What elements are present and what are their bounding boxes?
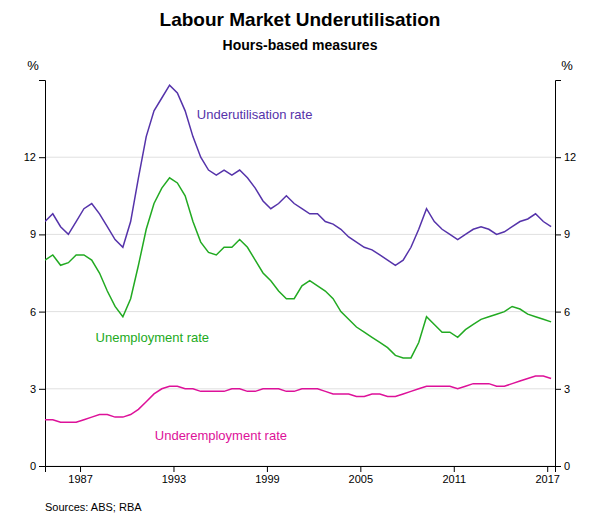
annotations: Underutilisation rate Unemployment rate Un… bbox=[96, 107, 313, 444]
tick-label: 0 bbox=[30, 460, 36, 472]
plot-area bbox=[45, 85, 551, 422]
tick-mark bbox=[173, 466, 174, 472]
tick: 12 bbox=[555, 151, 576, 163]
tick-label: 2005 bbox=[349, 473, 373, 485]
tick-label: 2011 bbox=[442, 473, 466, 485]
tick-label: 1987 bbox=[68, 473, 92, 485]
tick: 0 bbox=[30, 460, 45, 472]
tick: 6 bbox=[30, 306, 45, 318]
tick-mark bbox=[39, 389, 45, 390]
grid-line bbox=[45, 234, 555, 235]
tick-mark bbox=[360, 466, 361, 472]
tick-mark bbox=[555, 157, 561, 158]
tick: 6 bbox=[555, 306, 570, 318]
tick: 1993 bbox=[162, 466, 186, 485]
grid-line bbox=[45, 157, 555, 158]
annotation: Unemployment rate bbox=[96, 330, 209, 345]
grid-line bbox=[45, 311, 555, 312]
tick-mark bbox=[555, 312, 561, 313]
tick-mark bbox=[80, 466, 81, 472]
axis-line bbox=[556, 81, 562, 467]
tick-mark bbox=[267, 466, 268, 472]
y2-axis-label: % bbox=[561, 58, 573, 73]
tick-mark bbox=[555, 389, 561, 390]
tick: 1999 bbox=[255, 466, 279, 485]
tick-mark bbox=[547, 466, 548, 472]
tick: 3 bbox=[30, 383, 45, 395]
x-axis: 1987 1993 1999 2005 2011 2017 bbox=[46, 466, 560, 485]
grid bbox=[45, 157, 555, 466]
tick: 1987 bbox=[68, 466, 92, 485]
chart: 1987 1993 1999 2005 2011 2017 0 3 6 9 12 0 3 6 9 12 Unde… bbox=[0, 0, 600, 521]
tick: 9 bbox=[30, 228, 45, 240]
tick-label: 3 bbox=[564, 383, 570, 395]
tick: 3 bbox=[555, 383, 570, 395]
tick-label: 1993 bbox=[162, 473, 186, 485]
title: Labour Market Underutilisation bbox=[160, 9, 441, 30]
y-axis: 0 3 6 9 12 bbox=[24, 81, 46, 473]
tick-mark bbox=[39, 234, 45, 235]
annotation: Underemployment rate bbox=[155, 428, 287, 443]
tick-label: 0 bbox=[564, 460, 570, 472]
series-line bbox=[45, 85, 551, 265]
axis-line bbox=[39, 81, 46, 467]
y-axis-label: % bbox=[27, 58, 39, 73]
tick: 2011 bbox=[442, 466, 466, 485]
y2-axis: 0 3 6 9 12 bbox=[555, 81, 576, 473]
tick: 2005 bbox=[349, 466, 373, 485]
tick: 0 bbox=[555, 460, 570, 472]
tick-label: 2017 bbox=[535, 473, 559, 485]
tick: 2017 bbox=[535, 466, 559, 485]
tick-mark bbox=[39, 466, 45, 467]
tick: 12 bbox=[24, 151, 45, 163]
tick-mark bbox=[39, 157, 45, 158]
tick-label: 6 bbox=[30, 306, 36, 318]
series-line bbox=[45, 376, 551, 422]
tick: 9 bbox=[555, 228, 570, 240]
source: Sources: ABS; RBA bbox=[45, 501, 142, 513]
tick-label: 1999 bbox=[255, 473, 279, 485]
tick-mark bbox=[555, 466, 561, 467]
subtitle: Hours-based measures bbox=[223, 37, 378, 53]
annotation: Underutilisation rate bbox=[197, 107, 313, 122]
tick-label: 3 bbox=[30, 383, 36, 395]
tick-mark bbox=[454, 466, 455, 472]
tick-mark bbox=[39, 312, 45, 313]
series-line bbox=[45, 178, 551, 358]
tick-mark bbox=[555, 234, 561, 235]
axis-line bbox=[46, 467, 556, 473]
tick-label: 9 bbox=[564, 228, 570, 240]
tick-label: 12 bbox=[564, 151, 576, 163]
tick-label: 9 bbox=[30, 228, 36, 240]
tick-label: 6 bbox=[564, 306, 570, 318]
tick-label: 12 bbox=[24, 151, 36, 163]
